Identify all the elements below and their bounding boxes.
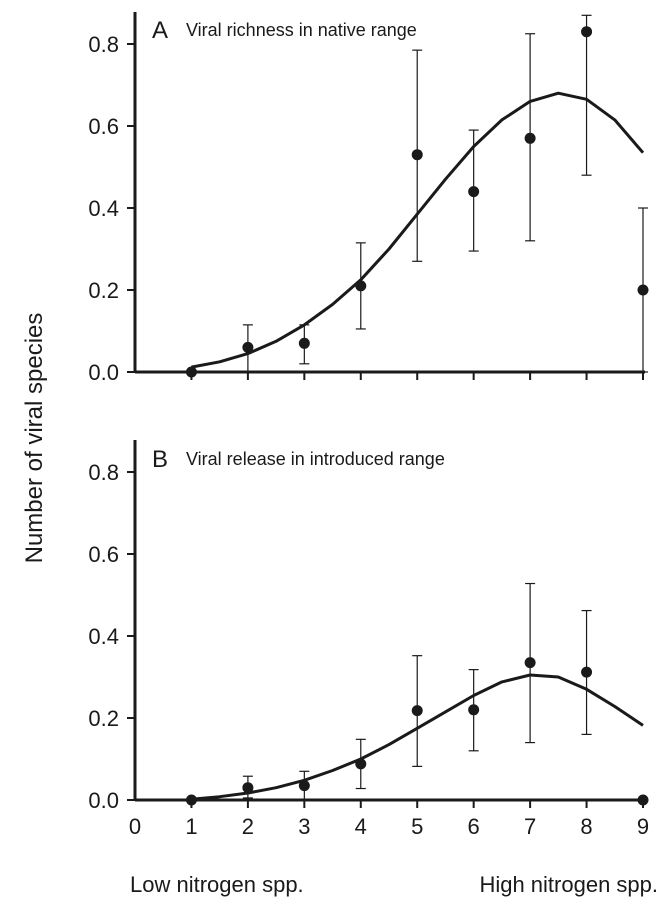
panel-b-xtick-label: 3: [298, 814, 310, 839]
panel-b-data-point: [355, 758, 367, 770]
panel-b-xtick-label: 8: [580, 814, 592, 839]
x-note-low: Low nitrogen spp.: [130, 872, 304, 897]
panel-b-ytick-label: 0.0: [88, 788, 119, 813]
panel-b-data-point: [524, 657, 536, 669]
panel-a-data-point: [637, 284, 649, 296]
panel-b-xtick-label: 7: [524, 814, 536, 839]
panel-a-data-point: [468, 186, 480, 198]
panel-b-xtick-label: 1: [185, 814, 197, 839]
panel-a-data-point: [298, 337, 310, 349]
panel-a-data-point: [524, 132, 536, 144]
panel-a-ytick-label: 0.4: [88, 196, 119, 221]
panel-b-xtick-label: 0: [129, 814, 141, 839]
panel-a-ytick-label: 0.8: [88, 32, 119, 57]
panel-a-data-point: [411, 149, 423, 161]
panel-a-data-point: [581, 26, 593, 38]
panel-b-data-point: [637, 794, 649, 806]
panel-b-ytick-label: 0.8: [88, 460, 119, 485]
panel-b-xtick-label: 4: [355, 814, 367, 839]
panel-b-data-point: [242, 782, 254, 794]
panel-b: B Viral release in introduced range 0.0 0…: [88, 440, 649, 839]
panel-b-ytick-label: 0.4: [88, 624, 119, 649]
panel-b-letter: B: [152, 446, 168, 473]
panel-a-data-point: [355, 280, 367, 292]
panel-a-ytick-label: 0.6: [88, 114, 119, 139]
panel-b-xtick-label: 6: [468, 814, 480, 839]
panel-b-ytick-label: 0.6: [88, 542, 119, 567]
panel-a-ytick-label: 0.2: [88, 278, 119, 303]
panel-b-data-point: [411, 705, 423, 717]
panel-a-data-point: [185, 366, 197, 378]
panel-a-title: Viral richness in native range: [186, 20, 417, 40]
panel-b-data-point: [298, 780, 310, 792]
panel-a-letter: A: [152, 17, 168, 44]
x-note-high: High nitrogen spp.: [479, 872, 658, 897]
panel-b-xtick-label: 2: [242, 814, 254, 839]
panel-a-data-point: [242, 341, 254, 353]
panel-b-xtick-label: 5: [411, 814, 423, 839]
panel-b-data-point: [581, 666, 593, 678]
panel-a: A Viral richness in native range 0.0 0.2 0…: [88, 12, 649, 385]
panel-b-title: Viral release in introduced range: [186, 449, 445, 469]
panel-b-ytick-label: 0.2: [88, 706, 119, 731]
y-axis-label: Number of viral species: [21, 313, 48, 564]
panel-b-xtick-label: 9: [637, 814, 649, 839]
panel-b-data-point: [468, 704, 480, 716]
panel-a-ytick-label: 0.0: [88, 360, 119, 385]
panel-b-data-point: [185, 794, 197, 806]
